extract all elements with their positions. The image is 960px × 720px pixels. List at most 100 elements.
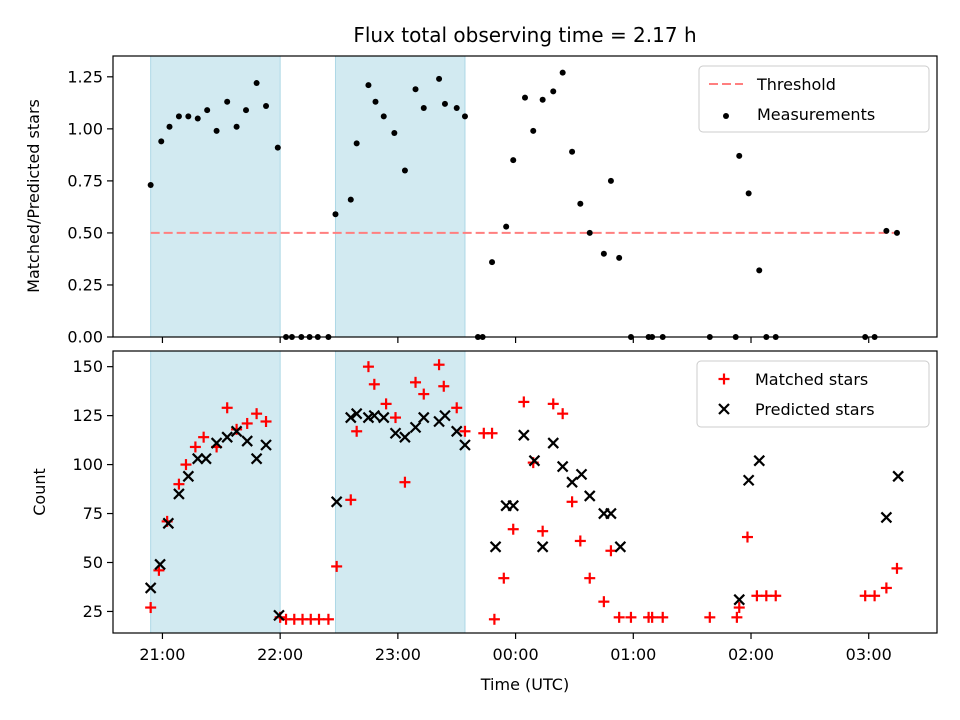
measurements-point-0 xyxy=(147,182,154,189)
matched-stars-point-47 xyxy=(598,596,610,608)
measurements-point-25 xyxy=(380,113,387,120)
matched-stars-point-22 xyxy=(351,425,363,437)
matched-stars-point-49 xyxy=(613,611,625,623)
bottom-legend-box xyxy=(696,360,930,428)
predicted-stars-point-3 xyxy=(173,488,185,500)
predicted-stars-point-26 xyxy=(450,425,463,438)
matched-stars-point-30 xyxy=(433,359,445,371)
legend-label-threshold: Threshold xyxy=(756,75,836,94)
bottom-xtick-label-2: 23:00 xyxy=(375,645,421,664)
bottom-xtick-label-6: 03:00 xyxy=(846,645,892,664)
predicted-stars-point-6 xyxy=(200,452,212,465)
matched-stars-point-64 xyxy=(891,562,903,574)
measurements-point-49 xyxy=(616,254,623,261)
matched-stars-point-58 xyxy=(751,590,763,602)
measurements-point-13 xyxy=(274,144,281,151)
measurements-point-37 xyxy=(503,223,510,230)
measurements-point-30 xyxy=(436,75,443,82)
legend-label-predicted-stars: Predicted stars xyxy=(755,400,875,419)
x-axis-label: Time (UTC) xyxy=(480,675,569,694)
matched-stars-point-28 xyxy=(410,376,422,388)
predicted-stars-point-16 xyxy=(350,407,363,420)
predicted-stars-point-8 xyxy=(221,431,233,443)
matched-stars-point-37 xyxy=(498,572,510,584)
measurements-point-47 xyxy=(600,250,607,257)
predicted-stars-point-25 xyxy=(439,409,451,422)
matched-stars-point-39 xyxy=(518,396,530,408)
bottom-ytick-label-2: 75 xyxy=(83,504,103,523)
bottom-y-axis-label: Count xyxy=(30,468,49,516)
measurements-point-38 xyxy=(510,157,517,164)
measurements-point-2 xyxy=(166,123,173,130)
predicted-stars-point-7 xyxy=(210,437,223,449)
predicted-stars-point-40 xyxy=(605,507,617,520)
bottom-xtick-label-1: 22:00 xyxy=(257,645,303,664)
predicted-stars-point-4 xyxy=(182,470,195,483)
top-shaded-interval-1 xyxy=(334,55,466,338)
bottom-xtick-label-5: 02:00 xyxy=(728,645,774,664)
top-ytick-label-1: 0.25 xyxy=(67,275,103,294)
matched-stars-point-36 xyxy=(488,613,500,625)
chart-title: Flux total observing time = 2.17 h xyxy=(353,23,696,47)
predicted-stars-point-10 xyxy=(241,435,253,447)
matched-stars-point-8 xyxy=(221,402,233,414)
predicted-stars-point-22 xyxy=(409,421,422,434)
matched-stars-point-38 xyxy=(507,523,519,535)
measurements-point-40 xyxy=(530,127,537,134)
predicted-stars-point-32 xyxy=(528,454,541,467)
bottom-ytick-label-1: 50 xyxy=(83,553,103,572)
matched-stars-point-9 xyxy=(231,423,243,435)
top-ytick-label-4: 1.00 xyxy=(67,119,103,138)
predicted-stars-point-27 xyxy=(459,439,471,451)
matched-stars-point-56 xyxy=(733,602,745,614)
matched-stars-point-0 xyxy=(145,602,157,614)
measurements-point-20 xyxy=(332,211,339,218)
measurements-point-5 xyxy=(194,115,201,122)
predicted-stars-point-37 xyxy=(575,468,588,481)
matched-stars-point-63 xyxy=(880,582,892,594)
measurements-point-42 xyxy=(550,88,557,95)
bottom-xtick-label-3: 00:00 xyxy=(493,645,539,664)
predicted-stars-point-43 xyxy=(742,474,755,487)
top-y-axis-label: Matched/Predicted stars xyxy=(24,99,43,293)
top-ytick-label-3: 0.75 xyxy=(67,171,103,190)
matched-stars-point-27 xyxy=(399,476,411,488)
measurements-point-23 xyxy=(365,82,372,89)
matched-stars-point-53 xyxy=(657,611,669,623)
measurements-point-44 xyxy=(569,148,576,155)
measurements-point-46 xyxy=(586,229,593,236)
matched-stars-point-29 xyxy=(418,388,430,400)
matched-stars-point-60 xyxy=(770,590,782,602)
matched-stars-point-19 xyxy=(322,613,334,625)
predicted-stars-point-28 xyxy=(489,541,502,553)
measurements-point-64 xyxy=(893,229,900,236)
matched-stars-point-25 xyxy=(380,398,392,410)
matched-stars-point-3 xyxy=(173,478,185,490)
measurements-point-39 xyxy=(522,94,528,101)
measurements-point-7 xyxy=(213,127,220,134)
measurements-point-1 xyxy=(158,138,165,145)
measurements-point-36 xyxy=(489,259,496,266)
matched-stars-point-43 xyxy=(557,408,569,420)
measurements-point-31 xyxy=(441,100,448,107)
legend-label-matched-stars: Matched stars xyxy=(755,370,868,389)
matched-stars-point-18 xyxy=(313,613,325,625)
predicted-stars-point-18 xyxy=(368,409,381,422)
bottom-xtick-label-4: 01:00 xyxy=(610,645,656,664)
matched-stars-point-41 xyxy=(537,525,549,537)
predicted-stars-point-41 xyxy=(614,541,627,553)
matched-stars-point-4 xyxy=(180,459,192,471)
top-ytick-label-0: 0.00 xyxy=(67,328,103,347)
matched-stars-point-31 xyxy=(438,380,450,392)
bottom-shaded-interval-1 xyxy=(334,350,466,634)
measurements-point-41 xyxy=(539,96,546,103)
matched-stars-point-55 xyxy=(731,611,743,623)
matched-stars-point-59 xyxy=(760,590,772,602)
legend-label-measurements: Measurements xyxy=(757,105,875,124)
top-panel: 0.00 0.25 0.50 0.75 1.00 1.25 Threshold Measure… xyxy=(67,55,938,347)
matched-stars-point-20 xyxy=(331,560,343,572)
matched-stars-point-11 xyxy=(251,408,263,420)
predicted-stars-point-1 xyxy=(154,558,166,571)
predicted-stars-point-9 xyxy=(230,425,243,438)
